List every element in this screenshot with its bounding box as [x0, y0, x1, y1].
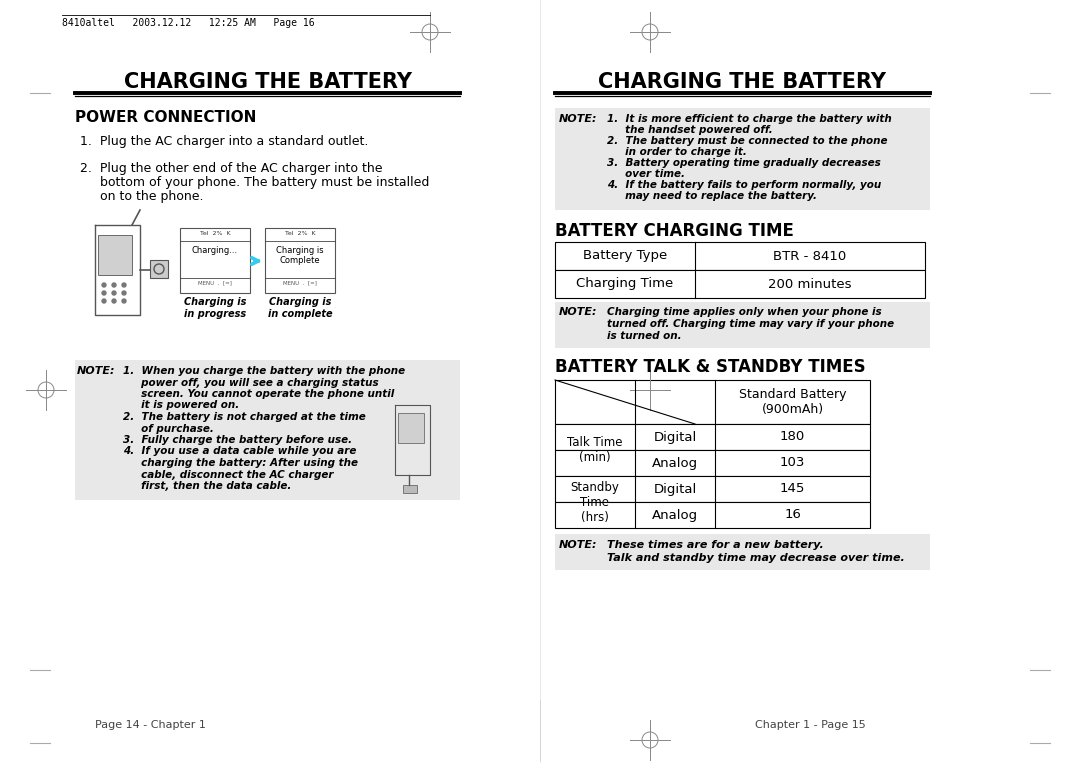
Bar: [265, 228, 335, 293]
Bar: [555, 302, 930, 348]
Text: bottom of your phone. The battery must be installed: bottom of your phone. The battery must b…: [80, 176, 430, 189]
Text: Charging...: Charging...: [192, 246, 238, 255]
Text: is turned on.: is turned on.: [607, 331, 681, 341]
Text: 2.  The battery must be connected to the phone: 2. The battery must be connected to the …: [607, 136, 888, 146]
Bar: [555, 534, 930, 570]
Text: NOTE:: NOTE:: [559, 114, 597, 124]
Text: Charging is
Complete: Charging is Complete: [276, 246, 324, 266]
Circle shape: [112, 299, 116, 303]
Text: BATTERY TALK & STANDBY TIMES: BATTERY TALK & STANDBY TIMES: [555, 358, 866, 376]
Text: 16: 16: [784, 508, 801, 521]
Bar: [555, 108, 930, 210]
Text: NOTE:: NOTE:: [559, 307, 597, 317]
Text: Standard Battery
(900mAh): Standard Battery (900mAh): [739, 388, 847, 416]
Text: Digital: Digital: [653, 430, 697, 443]
Text: the handset powered off.: the handset powered off.: [607, 125, 773, 135]
Text: 1.  It is more efficient to charge the battery with: 1. It is more efficient to charge the ba…: [607, 114, 892, 124]
Text: Charging Time: Charging Time: [577, 278, 674, 291]
Text: 2.  The battery is not charged at the time: 2. The battery is not charged at the tim…: [123, 412, 366, 422]
Text: in order to charge it.: in order to charge it.: [607, 147, 747, 157]
Text: 2.  Plug the other end of the AC charger into the: 2. Plug the other end of the AC charger …: [80, 162, 382, 175]
Text: Digital: Digital: [653, 482, 697, 495]
Text: BATTERY CHARGING TIME: BATTERY CHARGING TIME: [555, 222, 794, 240]
Text: Tel  2%  K: Tel 2% K: [285, 231, 315, 236]
Text: it is powered on.: it is powered on.: [123, 401, 240, 410]
Bar: [399, 413, 424, 443]
Text: NOTE:: NOTE:: [77, 366, 116, 376]
Text: Charging is
in progress: Charging is in progress: [184, 297, 246, 319]
Text: charging the battery: After using the: charging the battery: After using the: [123, 458, 357, 468]
Bar: [555, 450, 870, 476]
Bar: [555, 270, 924, 298]
Text: MENU  .  [=]: MENU . [=]: [283, 280, 316, 285]
Text: BTR - 8410: BTR - 8410: [773, 250, 847, 262]
Text: Chapter 1 - Page 15: Chapter 1 - Page 15: [755, 720, 865, 730]
Text: POWER CONNECTION: POWER CONNECTION: [75, 110, 256, 125]
Text: turned off. Charging time may vary if your phone: turned off. Charging time may vary if yo…: [607, 319, 894, 329]
Text: 200 minutes: 200 minutes: [768, 278, 852, 291]
Text: 180: 180: [780, 430, 805, 443]
Text: Tel  2%  K: Tel 2% K: [200, 231, 230, 236]
Text: 8410altel   2003.12.12   12:25 AM   Page 16: 8410altel 2003.12.12 12:25 AM Page 16: [62, 18, 314, 28]
Text: 3.  Battery operating time gradually decreases: 3. Battery operating time gradually decr…: [607, 158, 881, 168]
Text: Charging time applies only when your phone is: Charging time applies only when your pho…: [607, 307, 881, 317]
Text: 4.  If the battery fails to perform normally, you: 4. If the battery fails to perform norma…: [607, 180, 881, 190]
Text: MENU  .  [=]: MENU . [=]: [198, 280, 232, 285]
Circle shape: [102, 283, 106, 287]
Text: Standby
Time
(hrs): Standby Time (hrs): [570, 481, 620, 523]
Text: Analog: Analog: [652, 456, 698, 469]
Text: power off, you will see a charging status: power off, you will see a charging statu…: [123, 378, 379, 388]
Bar: [150, 260, 168, 278]
Circle shape: [122, 291, 126, 295]
Circle shape: [112, 291, 116, 295]
Text: CHARGING THE BATTERY: CHARGING THE BATTERY: [123, 72, 411, 92]
Text: cable, disconnect the AC charger: cable, disconnect the AC charger: [123, 469, 334, 479]
Text: Charging is
in complete: Charging is in complete: [268, 297, 333, 319]
Bar: [555, 502, 870, 528]
Text: of purchase.: of purchase.: [123, 423, 214, 433]
Bar: [555, 242, 924, 270]
Text: first, then the data cable.: first, then the data cable.: [123, 481, 292, 491]
Text: CHARGING THE BATTERY: CHARGING THE BATTERY: [598, 72, 887, 92]
Bar: [555, 424, 870, 450]
Circle shape: [122, 283, 126, 287]
Text: 1.  Plug the AC charger into a standard outlet.: 1. Plug the AC charger into a standard o…: [80, 135, 368, 148]
Text: screen. You cannot operate the phone until: screen. You cannot operate the phone unt…: [123, 389, 394, 399]
Text: 145: 145: [780, 482, 806, 495]
Circle shape: [122, 299, 126, 303]
Text: over time.: over time.: [607, 169, 685, 179]
Text: 3.  Fully charge the battery before use.: 3. Fully charge the battery before use.: [123, 435, 352, 445]
Text: Battery Type: Battery Type: [583, 250, 667, 262]
Bar: [75, 360, 460, 500]
Text: Talk and standby time may decrease over time.: Talk and standby time may decrease over …: [607, 553, 905, 563]
Circle shape: [102, 299, 106, 303]
Text: 4.  If you use a data cable while you are: 4. If you use a data cable while you are: [123, 446, 356, 456]
Text: Analog: Analog: [652, 508, 698, 521]
Text: NOTE:: NOTE:: [559, 540, 597, 550]
Circle shape: [112, 283, 116, 287]
Text: 103: 103: [780, 456, 806, 469]
Bar: [555, 476, 870, 502]
Text: 1.  When you charge the battery with the phone: 1. When you charge the battery with the …: [123, 366, 405, 376]
Bar: [98, 235, 132, 275]
Text: may need to replace the battery.: may need to replace the battery.: [607, 191, 816, 201]
Text: These times are for a new battery.: These times are for a new battery.: [607, 540, 824, 550]
Bar: [180, 228, 249, 293]
Text: Talk Time
(min): Talk Time (min): [567, 436, 623, 464]
Bar: [555, 380, 870, 424]
Circle shape: [102, 291, 106, 295]
Bar: [403, 485, 417, 493]
Text: Page 14 - Chapter 1: Page 14 - Chapter 1: [95, 720, 205, 730]
Text: on to the phone.: on to the phone.: [80, 190, 203, 203]
